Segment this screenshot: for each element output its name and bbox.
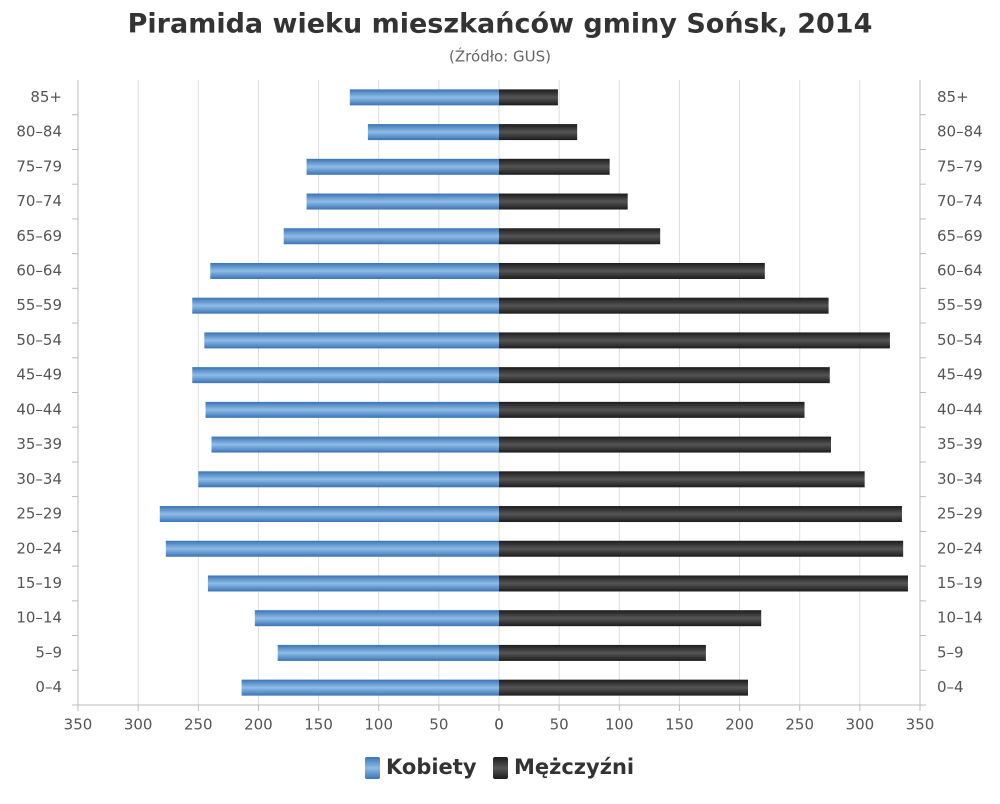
y-tick-label: 30–34 xyxy=(16,470,62,488)
bar xyxy=(499,367,830,384)
y-tick-label: 55–59 xyxy=(16,296,62,314)
y-tick-label: 40–44 xyxy=(16,400,62,418)
x-tick-label: 300 xyxy=(124,716,153,734)
y-tick-label: 60–64 xyxy=(937,261,983,279)
y-tick-label: 50–54 xyxy=(16,331,62,349)
chart-subtitle: (Źródło: GUS) xyxy=(449,47,551,66)
bar xyxy=(499,89,558,106)
bar xyxy=(499,124,578,141)
bar xyxy=(211,436,499,453)
y-tick-label: 10–14 xyxy=(16,609,62,627)
bar xyxy=(210,262,500,279)
bar xyxy=(499,401,805,418)
y-tick-label: 15–19 xyxy=(16,574,62,592)
y-tick-label: 70–74 xyxy=(937,192,983,210)
bar xyxy=(367,124,499,141)
legend-label: Kobiety xyxy=(386,755,477,779)
bar xyxy=(192,367,499,384)
bar xyxy=(192,297,499,314)
y-tick-label: 85+ xyxy=(937,88,969,106)
bar xyxy=(241,679,500,696)
y-tick-label: 0–4 xyxy=(937,678,964,696)
bar xyxy=(277,644,499,661)
y-tick-label: 35–39 xyxy=(937,435,983,453)
bar xyxy=(159,506,499,523)
y-tick-label: 20–24 xyxy=(937,539,983,557)
y-tick-label: 60–64 xyxy=(16,261,62,279)
y-tick-label: 45–49 xyxy=(16,366,62,384)
y-tick-label: 85+ xyxy=(30,88,62,106)
y-tick-label: 0–4 xyxy=(35,678,62,696)
bar xyxy=(499,158,610,175)
x-tick-label: 200 xyxy=(244,716,273,734)
y-tick-label: 5–9 xyxy=(35,643,62,661)
x-tick-label: 50 xyxy=(429,716,448,734)
x-tick-label: 50 xyxy=(550,716,569,734)
bar xyxy=(204,332,500,349)
x-tick-label: 100 xyxy=(364,716,393,734)
y-tick-label: 25–29 xyxy=(937,505,983,523)
y-tick-label: 80–84 xyxy=(16,123,62,141)
legend-label: Mężczyźni xyxy=(514,755,634,779)
bar xyxy=(499,262,765,279)
y-tick-label: 45–49 xyxy=(937,366,983,384)
x-tick-label: 150 xyxy=(304,716,333,734)
bar xyxy=(207,575,499,592)
x-tick-label: 0 xyxy=(494,716,504,734)
bar xyxy=(499,679,748,696)
bar xyxy=(349,89,499,106)
bar xyxy=(499,193,628,210)
x-tick-label: 350 xyxy=(64,716,93,734)
bar xyxy=(499,436,831,453)
y-tick-label: 65–69 xyxy=(16,227,62,245)
x-tick-label: 150 xyxy=(665,716,694,734)
y-tick-label: 75–79 xyxy=(937,157,983,175)
y-tick-label: 15–19 xyxy=(937,574,983,592)
legend-swatch xyxy=(365,757,380,779)
y-tick-label: 5–9 xyxy=(937,643,964,661)
y-tick-label: 25–29 xyxy=(16,505,62,523)
y-tick-label: 75–79 xyxy=(16,157,62,175)
bar xyxy=(499,575,908,592)
x-tick-label: 350 xyxy=(906,716,935,734)
bar xyxy=(499,228,661,245)
bar xyxy=(165,540,499,557)
bar xyxy=(306,158,499,175)
y-tick-label: 80–84 xyxy=(937,123,983,141)
bar xyxy=(254,610,499,627)
bar xyxy=(205,401,499,418)
y-tick-label: 50–54 xyxy=(937,331,983,349)
x-tick-label: 250 xyxy=(785,716,814,734)
bar xyxy=(499,644,706,661)
y-tick-label: 30–34 xyxy=(937,470,983,488)
bar xyxy=(499,471,865,488)
y-tick-label: 35–39 xyxy=(16,435,62,453)
x-tick-label: 200 xyxy=(725,716,754,734)
x-tick-label: 100 xyxy=(605,716,634,734)
bar xyxy=(306,193,499,210)
y-tick-label: 70–74 xyxy=(16,192,62,210)
bar xyxy=(499,540,904,557)
bar xyxy=(499,332,890,349)
chart-title: Piramida wieku mieszkańców gminy Sońsk, … xyxy=(128,9,873,40)
x-tick-label: 300 xyxy=(846,716,875,734)
y-tick-label: 10–14 xyxy=(937,609,983,627)
bar xyxy=(198,471,500,488)
bar xyxy=(499,610,762,627)
x-tick-label: 0 xyxy=(494,716,504,734)
bar xyxy=(283,228,499,245)
bar xyxy=(499,297,829,314)
y-tick-label: 40–44 xyxy=(937,400,983,418)
y-tick-label: 20–24 xyxy=(16,539,62,557)
y-tick-label: 55–59 xyxy=(937,296,983,314)
legend-swatch xyxy=(493,757,508,779)
bar xyxy=(499,506,902,523)
y-tick-label: 65–69 xyxy=(937,227,983,245)
x-tick-label: 250 xyxy=(184,716,213,734)
